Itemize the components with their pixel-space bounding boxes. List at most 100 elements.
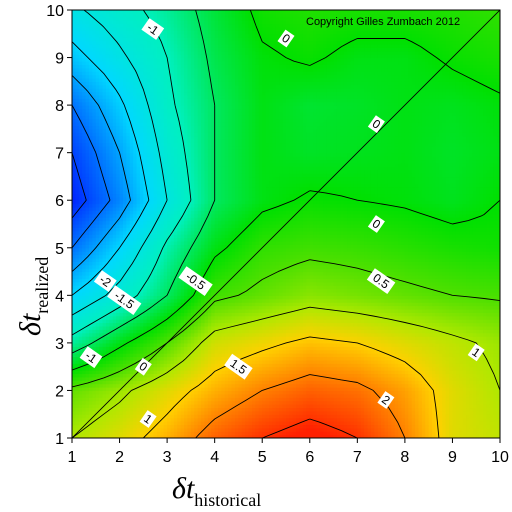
heat-cell — [92, 254, 97, 259]
heat-cell — [146, 203, 151, 208]
heat-cell — [85, 213, 90, 218]
heat-cell — [95, 315, 100, 320]
heat-cell — [105, 271, 110, 276]
heat-cell — [82, 16, 87, 21]
heat-cell — [99, 74, 104, 79]
heat-cell — [122, 10, 127, 14]
heat-cell — [85, 312, 90, 317]
heat-cell — [99, 183, 104, 188]
heat-cell — [143, 81, 148, 86]
heat-cell — [150, 434, 155, 438]
heat-cell — [116, 312, 121, 317]
heat-cell — [150, 142, 155, 147]
heat-cell — [116, 397, 121, 402]
heat-cell — [102, 74, 107, 79]
heat-cell — [129, 128, 134, 133]
heat-cell — [92, 251, 97, 256]
heat-cell — [136, 190, 141, 195]
heat-cell — [102, 400, 107, 405]
heat-cell — [197, 217, 202, 222]
heat-cell — [99, 37, 104, 42]
heat-cell — [112, 366, 117, 371]
heat-cell — [143, 145, 148, 150]
heat-cell — [109, 353, 114, 358]
heat-cell — [95, 407, 100, 412]
heat-cell — [122, 325, 127, 330]
heat-cell — [153, 261, 158, 266]
heat-cell — [85, 128, 90, 133]
heat-cell — [102, 349, 107, 354]
heat-cell — [150, 359, 155, 364]
heat-cell — [99, 227, 104, 232]
heat-cell — [105, 234, 110, 239]
heat-cell — [82, 380, 87, 385]
heat-cell — [129, 285, 134, 290]
heat-cell — [116, 98, 121, 103]
heat-cell — [153, 427, 158, 432]
heat-cell — [146, 251, 151, 256]
heat-cell — [126, 288, 131, 293]
heat-cell — [99, 179, 104, 184]
heat-cell — [116, 329, 121, 334]
heat-cell — [85, 210, 90, 215]
heat-cell — [105, 254, 110, 259]
heat-cell — [88, 414, 93, 419]
heat-cell — [150, 190, 155, 195]
heat-cell — [88, 159, 93, 164]
heat-cell — [153, 54, 158, 59]
heat-cell — [95, 302, 100, 307]
heat-cell — [75, 132, 80, 137]
heat-cell — [146, 98, 151, 103]
heat-cell — [109, 305, 114, 310]
heat-cell — [122, 308, 127, 313]
heat-cell — [126, 431, 131, 436]
heat-cell — [133, 400, 138, 405]
heat-cell — [85, 285, 90, 290]
heat-cell — [146, 308, 151, 313]
heat-cell — [72, 230, 76, 235]
heat-cell — [92, 383, 97, 388]
heat-cell — [150, 339, 155, 344]
heat-cell — [95, 373, 100, 378]
heat-cell — [150, 13, 155, 18]
heat-cell — [109, 71, 114, 76]
heat-cell — [153, 20, 158, 25]
heat-cell — [85, 115, 90, 120]
heat-cell — [85, 261, 90, 266]
heat-cell — [126, 101, 131, 106]
heat-cell — [72, 40, 76, 45]
heat-cell — [102, 373, 107, 378]
heat-cell — [156, 98, 161, 103]
heat-cell — [136, 387, 141, 392]
heat-cell — [85, 60, 90, 65]
heat-cell — [133, 213, 138, 218]
heat-cell — [92, 244, 97, 249]
heat-cell — [126, 336, 131, 341]
heat-cell — [109, 40, 114, 45]
heat-cell — [109, 152, 114, 157]
heat-cell — [82, 397, 87, 402]
heat-cell — [82, 77, 87, 82]
heat-cell — [82, 414, 87, 419]
heat-cell — [119, 254, 124, 259]
heat-cell — [126, 271, 131, 276]
heat-cell — [75, 142, 80, 147]
heat-cell — [143, 424, 148, 429]
heat-cell — [126, 319, 131, 324]
heat-cell — [146, 43, 151, 48]
heat-cell — [150, 305, 155, 310]
heat-cell — [72, 329, 76, 334]
heat-cell — [92, 108, 97, 113]
heat-cell — [78, 424, 83, 429]
heat-cell — [156, 77, 161, 82]
heat-cell — [150, 407, 155, 412]
heat-cell — [129, 162, 134, 167]
heat-cell — [109, 251, 114, 256]
heat-cell — [95, 111, 100, 116]
heat-cell — [136, 224, 141, 228]
heat-cell — [102, 20, 107, 25]
heat-cell — [112, 10, 117, 14]
heat-cell — [133, 240, 138, 245]
heat-cell — [109, 101, 114, 106]
heat-cell — [92, 203, 97, 208]
